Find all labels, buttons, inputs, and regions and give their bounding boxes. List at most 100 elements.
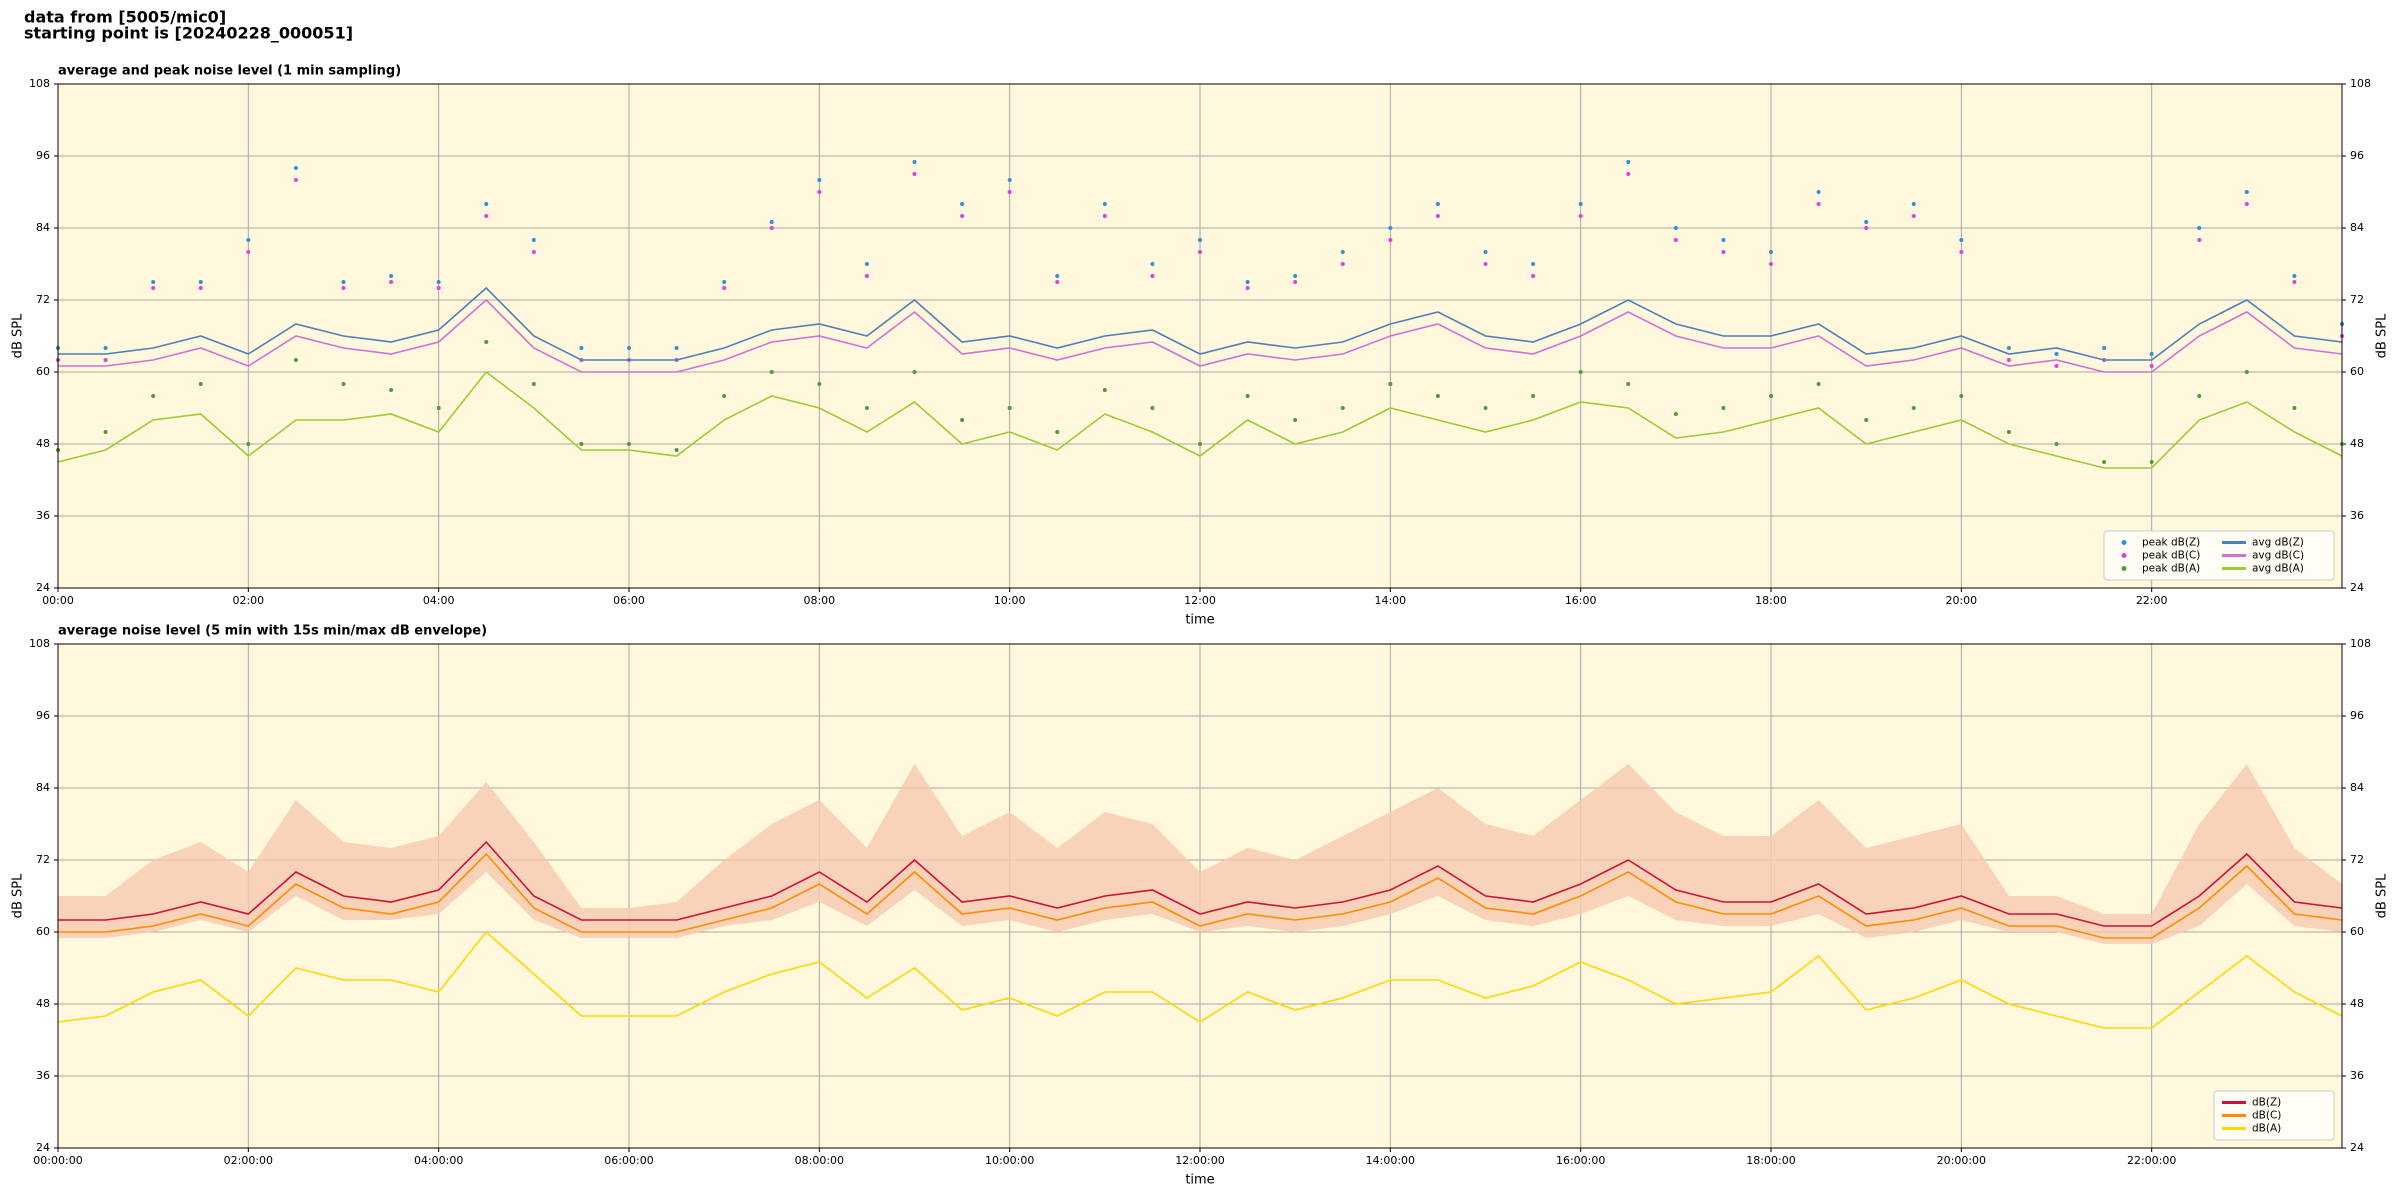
legend-label: peak dB(C) <box>2142 550 2200 562</box>
y-tick-label: 36 <box>2350 1069 2364 1082</box>
peak-point <box>531 250 536 254</box>
y-tick-label: 96 <box>36 709 50 722</box>
peak-point <box>2054 352 2059 356</box>
y-tick-label: 72 <box>2350 853 2364 866</box>
peak-point <box>1578 370 1583 374</box>
plot-frame <box>57 643 2343 1149</box>
peak-point <box>1531 274 1536 278</box>
peak-point <box>864 274 869 278</box>
peak-point <box>1673 238 1678 242</box>
peak-point <box>912 370 917 374</box>
peak-point <box>2149 352 2154 356</box>
y-tick-label: 84 <box>36 781 50 794</box>
peak-point <box>1483 250 1488 254</box>
y-tick-label: 72 <box>36 293 50 306</box>
x-tick-label: 08:00 <box>803 594 835 607</box>
legend-label: peak dB(A) <box>2142 563 2200 575</box>
plot-frame <box>57 83 2343 589</box>
peak-point <box>484 340 489 344</box>
x-tick-label: 20:00 <box>1945 594 1977 607</box>
peak-point <box>1673 412 1678 416</box>
peak-point <box>1769 394 1773 398</box>
peak-point <box>2102 460 2107 464</box>
peak-point <box>293 358 298 362</box>
peak-point <box>960 202 965 206</box>
peak-point <box>198 382 203 386</box>
peak-point <box>389 274 394 278</box>
legend-label: avg dB(Z) <box>2252 537 2304 549</box>
legend-label: peak dB(Z) <box>2142 537 2200 549</box>
peak-point <box>1864 220 1869 224</box>
peak-point <box>1388 382 1393 386</box>
peak-point <box>1721 406 1726 410</box>
series-line <box>57 370 2343 469</box>
peak-point <box>1388 226 1393 230</box>
x-tick-label: 12:00 <box>1184 594 1216 607</box>
peak-point <box>2054 442 2059 446</box>
peak-point <box>2006 346 2011 350</box>
peak-point <box>1959 238 1964 242</box>
peak-point <box>2197 238 2202 242</box>
peak-point <box>1435 214 1440 218</box>
x-tick-label: 22:00:00 <box>2127 1154 2176 1167</box>
peak-point <box>627 442 631 446</box>
header-line: starting point is [20240228_000051] <box>24 24 353 43</box>
y-tick-label: 60 <box>2350 925 2364 938</box>
y-tick-label: 108 <box>2350 637 2371 650</box>
series-line <box>58 286 2343 361</box>
x-tick-label: 04:00 <box>423 594 455 607</box>
peak-point <box>341 280 346 284</box>
y-tick-label: 36 <box>2350 509 2364 522</box>
peak-point <box>722 286 727 290</box>
x-tick-label: 08:00:00 <box>795 1154 844 1167</box>
peak-point <box>1007 190 1012 194</box>
header-line: data from [5005/mic0] <box>24 8 226 27</box>
peak-point <box>198 280 203 284</box>
y-tick-label: 84 <box>2350 221 2364 234</box>
peak-point <box>2006 358 2011 362</box>
peak-point <box>864 262 869 266</box>
peak-point <box>1293 274 1298 278</box>
peak-point <box>1245 280 1250 284</box>
peak-point <box>151 394 156 398</box>
legend-label: dB(Z) <box>2252 1097 2281 1109</box>
peak-point <box>1007 406 1012 410</box>
y-axis-label: dB SPL <box>2375 313 2390 358</box>
y-tick-label: 108 <box>29 637 50 650</box>
x-tick-label: 14:00:00 <box>1366 1154 1415 1167</box>
peak-point <box>1531 394 1536 398</box>
peak-point <box>293 178 298 182</box>
peak-point <box>722 394 727 398</box>
x-tick-label: 02:00 <box>232 594 264 607</box>
peak-point <box>1055 430 1060 434</box>
x-tick-label: 22:00 <box>2136 594 2168 607</box>
peak-point <box>674 448 679 452</box>
x-tick-label: 00:00 <box>42 594 74 607</box>
peak-point <box>531 238 536 242</box>
peak-point <box>1435 394 1440 398</box>
y-tick-label: 108 <box>29 77 50 90</box>
peak-point <box>1769 262 1773 266</box>
peak-point <box>103 430 108 434</box>
peak-point <box>864 406 869 410</box>
peak-point <box>2197 226 2202 230</box>
y-tick-label: 84 <box>36 221 50 234</box>
peak-point <box>1959 394 1964 398</box>
peak-point <box>436 280 441 284</box>
x-tick-label: 16:00:00 <box>1556 1154 1605 1167</box>
x-tick-label: 18:00 <box>1755 594 1787 607</box>
peak-point <box>1531 262 1536 266</box>
peak-point <box>1721 250 1726 254</box>
y-axis-label: dB SPL <box>2375 873 2390 918</box>
peak-point <box>2244 370 2249 374</box>
peak-point <box>2149 460 2154 464</box>
peak-point <box>1340 250 1345 254</box>
peak-point <box>293 166 298 170</box>
peak-point <box>1911 202 1916 206</box>
peak-point <box>436 286 441 290</box>
peak-point <box>2292 274 2297 278</box>
y-axis-label: dB SPL <box>11 313 26 358</box>
y-tick-label: 24 <box>2350 581 2364 594</box>
peak-point <box>769 220 774 224</box>
legend-swatch <box>2121 566 2127 571</box>
